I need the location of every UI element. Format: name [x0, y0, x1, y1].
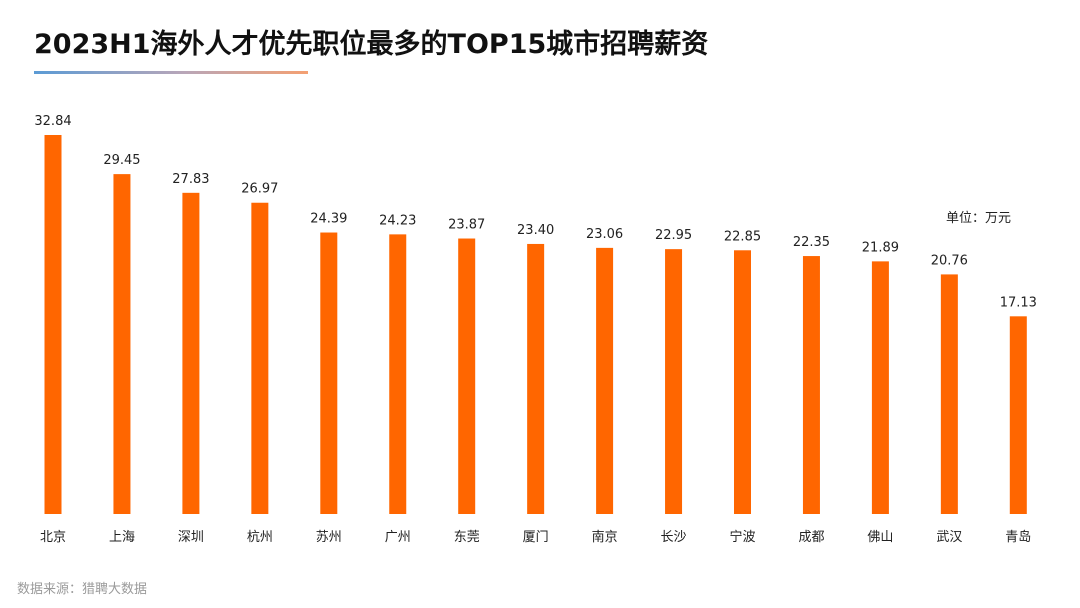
value-label-3: 26.97	[241, 182, 278, 197]
bar-2	[182, 192, 200, 514]
category-label-4: 苏州	[316, 529, 342, 545]
category-label-8: 南京	[592, 529, 618, 545]
value-label-1: 29.45	[103, 153, 140, 168]
category-label-5: 广州	[385, 530, 411, 545]
bar-8	[596, 247, 614, 514]
value-label-4: 24.39	[310, 212, 347, 227]
category-labels-group: 北京 上海 深圳 杭州 苏州 广州 东莞 厦门 南京 长沙 宁波 成都 佛山 武汉 青岛	[40, 529, 1031, 545]
category-label-2: 深圳	[178, 530, 204, 545]
bar-14	[1009, 316, 1027, 514]
value-label-2: 27.83	[172, 172, 209, 187]
value-label-9: 22.95	[655, 228, 692, 243]
value-label-12: 21.89	[862, 240, 899, 255]
value-label-6: 23.87	[448, 218, 485, 233]
category-label-14: 青岛	[1005, 529, 1031, 545]
bar-3	[251, 202, 269, 515]
value-labels-group: 32.84 29.45 27.83 26.97 24.39 24.23 23.87 23.40…	[34, 114, 1037, 310]
bar-13	[940, 274, 958, 514]
chart-title: 2023H1海外人才优先职位最多的TOP15城市招聘薪资	[34, 29, 709, 60]
bars-group	[44, 135, 1027, 515]
bar-4	[320, 232, 338, 514]
category-label-7: 厦门	[523, 530, 549, 545]
value-label-0: 32.84	[34, 114, 71, 129]
value-label-5: 24.23	[379, 213, 416, 228]
value-label-10: 22.85	[724, 229, 761, 244]
title-underline	[34, 71, 308, 74]
category-label-10: 宁波	[729, 529, 755, 545]
category-label-6: 东莞	[454, 530, 480, 545]
category-label-11: 成都	[798, 530, 824, 545]
value-label-13: 20.76	[931, 253, 968, 268]
unit-label: 单位：万元	[946, 211, 1012, 226]
value-label-11: 22.35	[793, 235, 830, 250]
value-label-14: 17.13	[1000, 295, 1037, 310]
category-label-0: 北京	[40, 530, 66, 545]
bar-9	[665, 249, 683, 514]
category-label-1: 上海	[109, 530, 135, 545]
category-label-3: 杭州	[247, 530, 273, 545]
category-label-12: 佛山	[867, 530, 893, 545]
bar-0	[44, 135, 62, 514]
source-note: 数据来源：猎聘大数据	[17, 582, 148, 597]
bar-11	[802, 256, 820, 514]
bar-12	[871, 261, 889, 514]
bar-7	[527, 243, 545, 514]
bar-1	[113, 174, 131, 514]
bar-6	[458, 238, 476, 514]
category-label-13: 武汉	[936, 530, 962, 545]
value-label-8: 23.06	[586, 227, 623, 242]
bar-10	[734, 250, 751, 515]
category-label-9: 长沙	[661, 530, 687, 545]
value-label-7: 23.40	[517, 223, 554, 238]
bar-5	[389, 234, 407, 514]
